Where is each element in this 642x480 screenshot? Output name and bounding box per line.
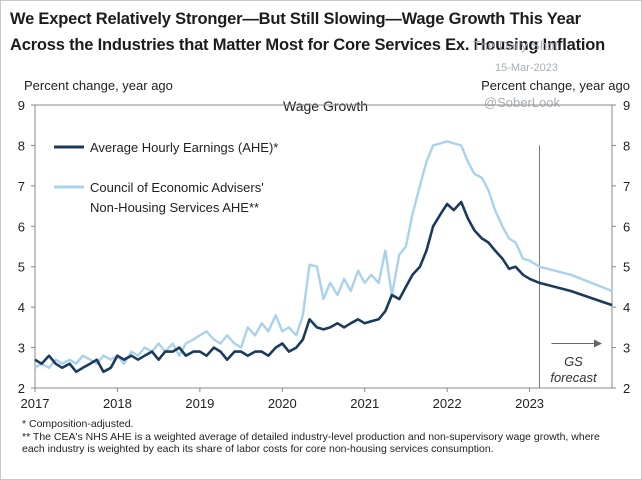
series-line-cea-nhs bbox=[34, 140, 613, 369]
x-tick-label: 2021 bbox=[350, 396, 379, 411]
y-tick-label-left: 5 bbox=[18, 260, 25, 275]
y-tick-label-right: 2 bbox=[623, 381, 630, 396]
x-tick-label: 2019 bbox=[185, 396, 214, 411]
x-tick-label: 2020 bbox=[268, 396, 297, 411]
chart-title: Wage Growth bbox=[283, 98, 369, 114]
forecast-arrow-head bbox=[594, 339, 602, 348]
watermark-source: The Daily Shot bbox=[472, 38, 558, 53]
y-tick-label-right: 7 bbox=[623, 179, 630, 194]
watermark-date: 15-Mar-2023 bbox=[495, 62, 558, 74]
legend-label-cea-nhs-line2: Non-Housing Services AHE** bbox=[90, 200, 259, 215]
footnote-1: * Composition-adjusted. bbox=[22, 418, 134, 430]
y-tick-label-right: 8 bbox=[623, 138, 630, 153]
y-tick-label-left: 8 bbox=[18, 138, 25, 153]
y-tick-label-right: 4 bbox=[623, 300, 630, 315]
legend-label-ahe: Average Hourly Earnings (AHE)* bbox=[90, 140, 278, 155]
x-tick-label: 2017 bbox=[21, 396, 50, 411]
y-tick-label-right: 5 bbox=[623, 260, 630, 275]
watermark-handle: @SoberLook bbox=[483, 95, 560, 110]
footnote-2: ** The CEA's NHS AHE is a weighted avera… bbox=[22, 430, 600, 456]
y-tick-label-right: 6 bbox=[623, 219, 630, 234]
x-tick-label: 2023 bbox=[515, 396, 544, 411]
chart-headline: We Expect Relatively Stronger—But Still … bbox=[10, 10, 606, 54]
y-tick-label-right: 3 bbox=[623, 341, 630, 356]
y-tick-label-left: 3 bbox=[18, 341, 25, 356]
y-axis-label-right: Percent change, year ago bbox=[481, 78, 630, 93]
x-tick-label: 2022 bbox=[433, 396, 462, 411]
y-tick-label-left: 9 bbox=[18, 98, 25, 113]
footnotes: * Composition-adjusted. ** The CEA's NHS… bbox=[22, 418, 622, 456]
series-line-ahe bbox=[34, 200, 613, 374]
plot-area bbox=[34, 104, 613, 389]
y-tick-label-right: 9 bbox=[623, 98, 630, 113]
forecast-label: GS bbox=[564, 354, 583, 369]
y-axis-label-left: Percent change, year ago bbox=[24, 78, 173, 93]
y-tick-label-left: 6 bbox=[18, 219, 25, 234]
y-tick-label-left: 4 bbox=[18, 300, 25, 315]
legend-label-cea-nhs-line1: Council of Economic Advisers' bbox=[90, 180, 264, 195]
x-tick-label: 2018 bbox=[103, 396, 132, 411]
y-tick-label-left: 7 bbox=[18, 179, 25, 194]
forecast-label: forecast bbox=[550, 370, 598, 385]
y-tick-label-left: 2 bbox=[18, 381, 25, 396]
